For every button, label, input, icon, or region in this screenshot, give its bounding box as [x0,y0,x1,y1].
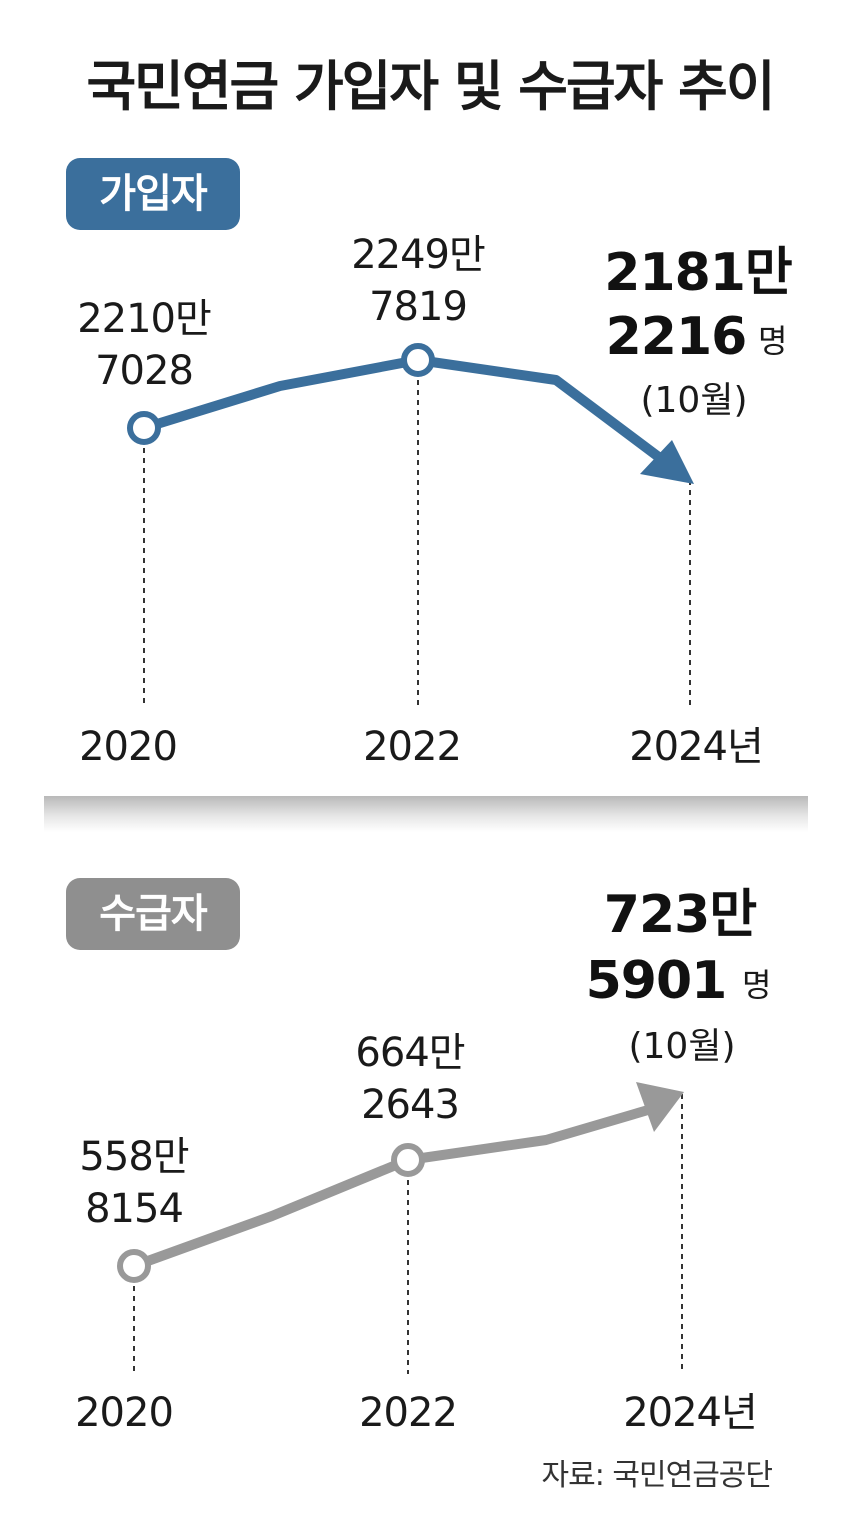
subscribers-label-2020-line2: 7028 [95,348,193,394]
subscribers-xtick-2024: 2024년 [629,724,763,770]
subscribers-label-2024-line1: 2181만 [604,243,792,303]
recipients-unit: 명 [742,966,771,1004]
recipients-label-2024-line1: 723만 [604,885,757,945]
subscribers-xtick-2020: 2020 [79,724,177,770]
recipients-xtick-2020: 2020 [75,1390,173,1436]
recipients-arrowhead [636,1082,684,1132]
recipients-xtick-2022: 2022 [359,1390,457,1436]
subscribers-arrowhead [640,440,694,484]
recipients-chart: 558만 8154 664만 2643 723만 5901 명 (10월) 20… [75,885,771,1436]
subscribers-point-2022 [401,343,435,377]
subscribers-label-2024-line2: 2216 [606,307,747,367]
subscribers-note: (10월) [640,380,747,421]
recipients-point-2020 [117,1249,151,1283]
subscribers-label-2022-line2: 7819 [369,284,467,330]
subscribers-xtick-2022: 2022 [363,724,461,770]
recipients-series-line [129,1105,653,1271]
subscribers-point-2020 [127,411,161,445]
recipients-label-2024-line2: 5901 [586,951,727,1011]
recipients-label-2022-line2: 2643 [361,1082,459,1128]
chart-title: 국민연금 가입자 및 수급자 추이 [86,55,775,118]
subscribers-label-2022-line1: 2249만 [351,232,485,278]
recipients-label-2020-line1: 558만 [79,1134,188,1180]
recipients-label-2020-line2: 8154 [85,1186,183,1232]
recipients-label-2022-line1: 664만 [355,1030,464,1076]
source-note: 자료: 국민연금공단 [541,1458,773,1493]
subscribers-chart: 2210만 7028 2249만 7819 2181만 2216 명 (10월)… [77,232,793,770]
subscribers-badge: 가입자 [66,158,240,230]
recipients-badge: 수급자 [66,878,240,950]
subscribers-unit: 명 [758,322,787,360]
subscribers-series-line [139,355,665,463]
section-divider [44,796,808,832]
subscribers-label-2020-line1: 2210만 [77,296,211,342]
recipients-xtick-2024: 2024년 [623,1390,757,1436]
recipients-note: (10월) [628,1026,735,1067]
recipients-point-2022 [391,1143,425,1177]
